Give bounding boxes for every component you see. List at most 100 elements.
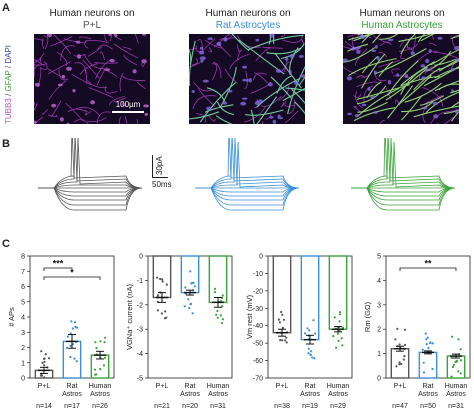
y-axis-label: Rm (GΩ) [363, 301, 372, 332]
bar [180, 255, 200, 294]
n-label: n=20 [182, 403, 198, 410]
data-point [333, 316, 336, 319]
category-label: Human [445, 383, 468, 390]
data-point [159, 277, 162, 281]
panel-letter-c: C [2, 238, 10, 250]
bar [446, 355, 466, 379]
panel-letter-a: A [2, 2, 10, 14]
y-axis-label: # APs [7, 307, 16, 327]
category-label: Rat [423, 383, 434, 390]
stain-dapi: DAPI [4, 45, 13, 64]
micrograph-human-astrocytes [343, 34, 459, 124]
data-point [74, 325, 77, 328]
data-point [40, 350, 43, 353]
data-point [337, 339, 340, 343]
trace-scale-bar: 30pA 50ms [152, 155, 186, 195]
data-point [396, 327, 399, 330]
data-point [338, 320, 341, 323]
micrograph-rat-astrocytes [189, 34, 305, 124]
data-point [160, 312, 163, 315]
category-label: Astros [300, 391, 320, 398]
data-point [457, 338, 460, 341]
data-point [104, 336, 107, 339]
bar [152, 255, 172, 299]
column-title-line2: Rat Astrocytes [215, 20, 281, 31]
category-label: Rat [185, 383, 196, 390]
data-point [71, 327, 74, 330]
y-tick-label: 0 [21, 376, 25, 383]
y-tick-label: -1 [137, 278, 143, 285]
y-tick-label: 4 [377, 278, 381, 285]
data-point [451, 335, 454, 338]
data-point [191, 312, 194, 315]
category-label: Astros [90, 391, 110, 398]
column-title-line1: Human neurons on [49, 8, 135, 19]
data-point [402, 358, 405, 361]
data-point [431, 342, 434, 345]
y-tick-label: 4 [21, 315, 25, 322]
scale-bar-horizontal-line [152, 177, 168, 178]
data-point [99, 340, 102, 343]
data-point [163, 317, 167, 320]
data-point [338, 313, 342, 316]
y-tick-label: -2 [137, 302, 143, 309]
data-point [425, 343, 428, 346]
category-label: P+L [156, 383, 169, 390]
category-label: Astros [208, 391, 228, 398]
data-point [340, 337, 343, 340]
chart-rm: 0 1 2 3 4 5 Rm (GΩ) P+L n=47 Rat Astros n=50 Human As… [362, 248, 474, 412]
data-point [94, 341, 97, 344]
data-point [280, 310, 283, 314]
column-title-line1: Human neurons on [359, 8, 445, 19]
data-points [156, 276, 168, 320]
data-point [450, 375, 453, 378]
y-tick-label: -40 [253, 323, 263, 330]
data-point [99, 368, 102, 371]
data-point [192, 281, 195, 284]
category-label: Rat [67, 383, 78, 390]
category-label: Human [207, 383, 230, 390]
y-tick-label: -10 [253, 271, 263, 278]
data-point [422, 361, 425, 364]
data-point [307, 352, 310, 355]
n-label: n=21 [154, 403, 170, 410]
data-point [394, 338, 397, 341]
data-point [282, 318, 286, 321]
category-label: Rat [305, 383, 316, 390]
y-tick-label: 5 [21, 299, 25, 306]
data-point [103, 356, 107, 359]
data-point [95, 347, 98, 350]
data-point [314, 332, 317, 335]
data-point [161, 280, 164, 283]
stain-gfap: GFAP [4, 70, 13, 91]
data-point [65, 346, 69, 349]
data-point [309, 353, 312, 357]
data-point [306, 327, 309, 330]
data-point [75, 360, 78, 363]
column-title-line2: Human Astrocytes [361, 20, 443, 31]
data-point [279, 338, 282, 342]
bar [418, 351, 438, 379]
y-tick-label: -70 [253, 376, 263, 383]
significance-label: ** [424, 259, 432, 269]
data-point [221, 294, 224, 297]
scale-bar-vertical-line [152, 155, 153, 177]
column-title-human: Human neurons on Human Astrocytes [337, 8, 467, 32]
data-point [335, 346, 338, 349]
category-label: Human [89, 383, 112, 390]
y-tick-label: 2 [21, 345, 25, 352]
category-label: Human [327, 383, 350, 390]
data-point [189, 303, 192, 306]
data-point [285, 341, 288, 344]
stain-label: TUBB3 / GFAP / DAPI [2, 36, 14, 126]
n-label: n=29 [330, 403, 346, 410]
nuclei [191, 34, 305, 124]
category-label: P+L [38, 383, 51, 390]
data-point [400, 362, 403, 366]
data-point [459, 359, 463, 362]
data-point [187, 298, 190, 301]
category-label: P+L [394, 383, 407, 390]
data-point [309, 350, 313, 353]
scale-bar-label: 100µm [115, 100, 141, 109]
data-point [455, 359, 458, 362]
